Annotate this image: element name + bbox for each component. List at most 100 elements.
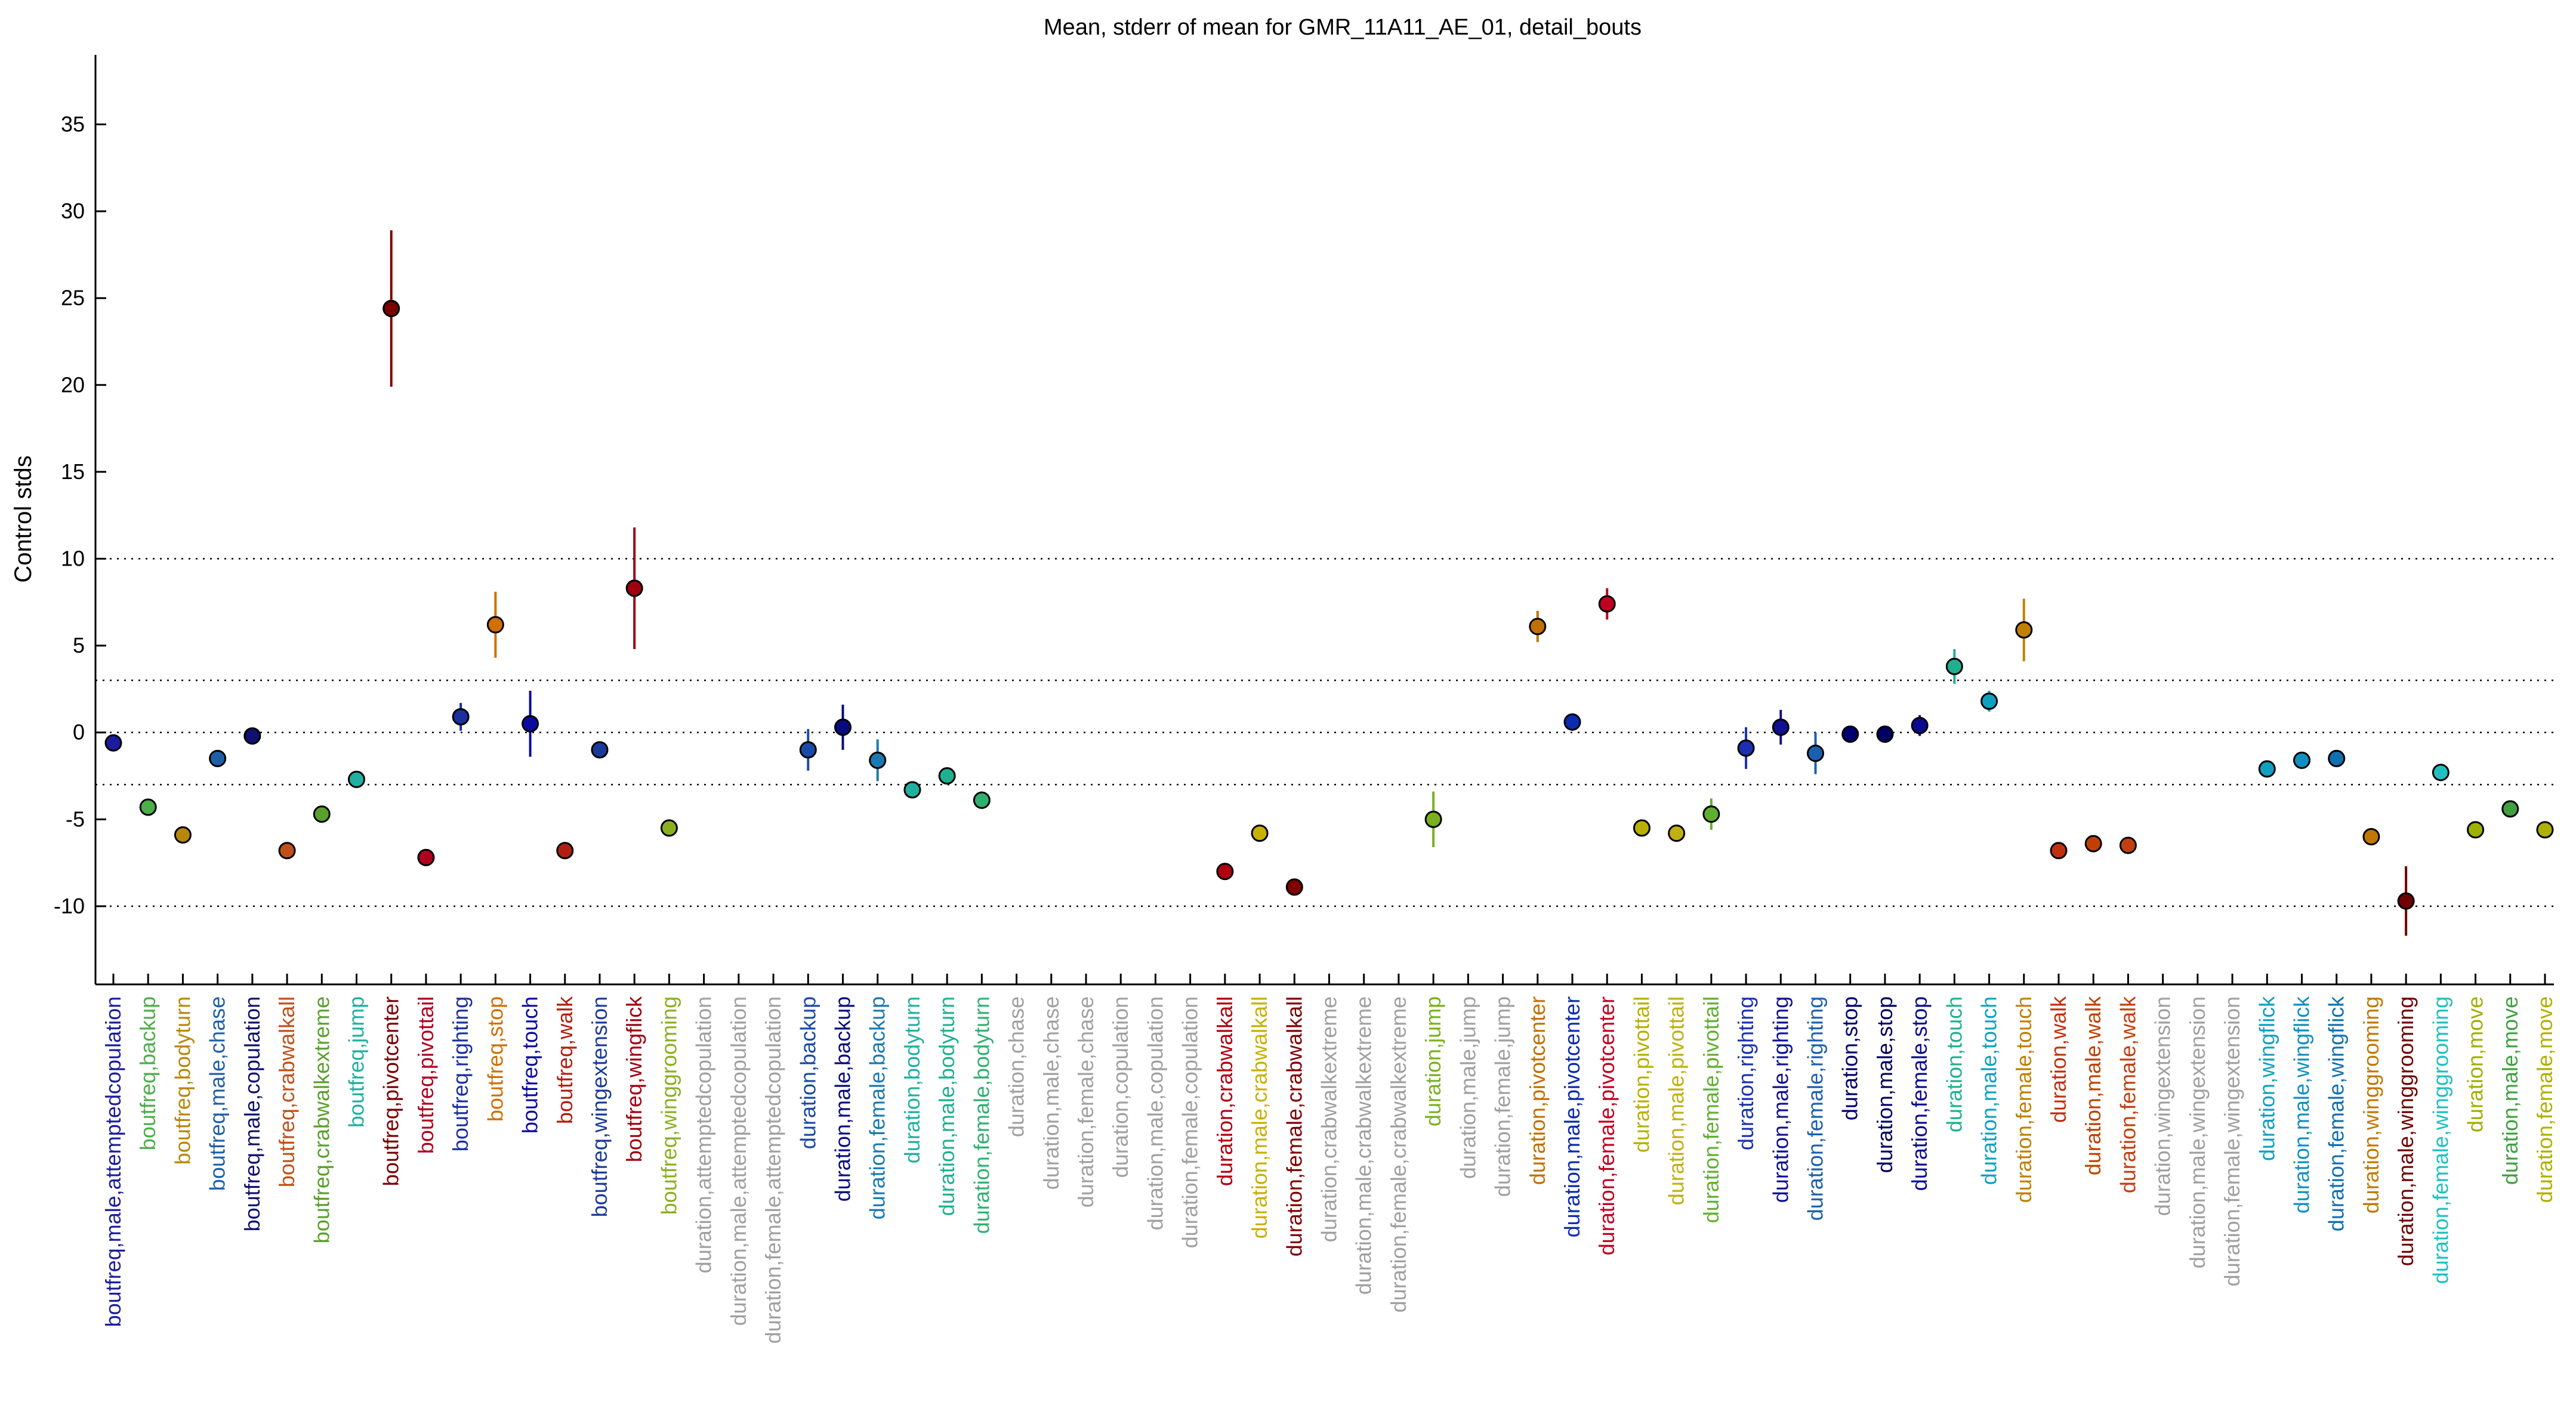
mean-marker [174, 826, 192, 844]
mean-marker [556, 842, 574, 860]
x-tick-label: duration,male,jump [1455, 996, 1480, 1179]
mean-marker [1702, 805, 1720, 823]
y-tick-label: 25 [61, 286, 85, 310]
data-point-group [660, 819, 678, 837]
mean-marker [1841, 725, 1859, 743]
x-tick-label: boutfreq,pivotcenter [379, 996, 403, 1186]
data-point-group [209, 749, 227, 767]
x-tick-label: duration,female,walk [2115, 996, 2140, 1193]
data-point-group [278, 842, 296, 860]
chart-title: Mean, stderr of mean for GMR_11A11_AE_01… [1044, 15, 1642, 40]
y-tick-label: 35 [61, 112, 85, 136]
mean-marker [2432, 764, 2449, 782]
x-tick-label: duration,female,pivottail [1699, 996, 1723, 1223]
x-tick-label: boutfreq,backup [135, 996, 160, 1150]
x-tick-label: duration,male,bodyturn [934, 996, 959, 1216]
x-tick-label: boutfreq,crabwalkextreme [309, 996, 334, 1243]
x-tick-label: duration,female,crabwalkextreme [1386, 996, 1411, 1313]
data-point-group [1598, 588, 1616, 620]
data-point-group [382, 230, 400, 387]
mean-marker [938, 767, 956, 785]
mean-marker [1251, 824, 1269, 842]
data-point-group [1529, 610, 1547, 643]
data-point-group [1841, 725, 1859, 743]
mean-marker [278, 842, 296, 860]
data-point-group [869, 739, 887, 782]
x-tick-label: duration,male,touch [1977, 996, 2001, 1185]
y-tick-label: 20 [61, 372, 85, 397]
mean-marker [834, 718, 852, 736]
x-tick-label: duration,copulation [1108, 996, 1133, 1178]
x-tick-label: duration,female,winggrooming [2428, 996, 2452, 1284]
x-tick-label: duration,touch [1942, 996, 1966, 1132]
x-tick-label: duration,female,jump [1491, 996, 1515, 1197]
mean-marker [799, 741, 817, 759]
data-point-group [2501, 800, 2519, 818]
data-point-group [348, 770, 365, 788]
mean-marker [348, 770, 365, 788]
y-axis-label: Control stds [10, 455, 36, 582]
data-point-group [1737, 727, 1755, 769]
data-point-group [522, 690, 539, 757]
x-tick-label: duration,wingflick [2254, 996, 2279, 1161]
data-point-group [1633, 819, 1651, 837]
mean-marker [2362, 827, 2380, 845]
mean-marker [2084, 835, 2102, 853]
x-tick-label: duration,attemptedcopulation [692, 996, 716, 1273]
mean-marker [209, 749, 227, 767]
x-tick-label: duration,female,copulation [1178, 996, 1202, 1248]
mean-marker [973, 791, 991, 809]
mean-marker [660, 819, 678, 837]
x-tick-label: duration,male,chase [1039, 996, 1063, 1190]
y-tick-label: 5 [73, 633, 85, 657]
x-tick-label: duration,female,pivotcenter [1594, 996, 1619, 1255]
data-point-group [2258, 760, 2276, 778]
data-point-group [903, 781, 921, 799]
x-tick-label: duration,winggrooming [2359, 996, 2383, 1213]
x-tick-label: duration,male,pivotcenter [1560, 996, 1584, 1237]
x-tick-label: boutfreq,touch [518, 996, 542, 1134]
data-point-group [2536, 821, 2554, 839]
mean-marker [139, 798, 157, 816]
mean-marker [2536, 821, 2554, 839]
x-tick-label: duration,wingextension [2151, 996, 2175, 1216]
data-point-group [174, 826, 192, 844]
x-tick-label: boutfreq,male,attemptedcopulation [101, 996, 125, 1327]
mean-marker [1772, 718, 1790, 736]
x-tick-label: duration,backup [795, 996, 820, 1149]
mean-marker [1911, 717, 1929, 734]
reference-lines [95, 558, 2554, 907]
x-tick-label: boutfreq,pivottail [414, 996, 438, 1154]
x-tick-label: duration,male,wingextension [2185, 996, 2210, 1268]
x-tick-label: duration,female,righting [1803, 996, 1828, 1221]
data-point-group [417, 848, 435, 866]
mean-marker [2050, 842, 2068, 860]
data-point-group [2432, 764, 2449, 782]
mean-marker [417, 848, 435, 866]
mean-marker [243, 727, 261, 745]
x-tick-label: duration,female,stop [1907, 996, 1932, 1191]
mean-marker [2501, 800, 2519, 818]
data-point-group [591, 741, 609, 759]
data-point-group [313, 805, 331, 823]
x-tick-label: duration,male,wingflick [2290, 996, 2314, 1213]
data-point-group [2397, 866, 2415, 936]
data-point-group [2119, 836, 2137, 854]
mean-marker [2119, 836, 2137, 854]
x-tick-label: duration,female,bodyturn [969, 996, 994, 1234]
mean-marker [903, 781, 921, 799]
mean-marker [1529, 617, 1547, 635]
data-point-group [834, 705, 852, 750]
x-tick-label: duration,female,attemptedcopulation [761, 996, 785, 1344]
mean-marker [1216, 863, 1234, 881]
data-point-group [799, 728, 817, 771]
mean-marker [591, 741, 609, 759]
x-tick-label: boutfreq,jump [344, 996, 369, 1128]
x-tick-label: duration,move [2463, 996, 2488, 1132]
y-axis: -10 -5 0 5 10 15 20 25 30 35 [54, 55, 106, 984]
data-point-group [1563, 713, 1581, 731]
data-point-group [104, 734, 122, 752]
data-point-group [2050, 842, 2068, 860]
x-tick-label: duration,pivotcenter [1525, 996, 1550, 1185]
mean-marker [1876, 725, 1894, 743]
